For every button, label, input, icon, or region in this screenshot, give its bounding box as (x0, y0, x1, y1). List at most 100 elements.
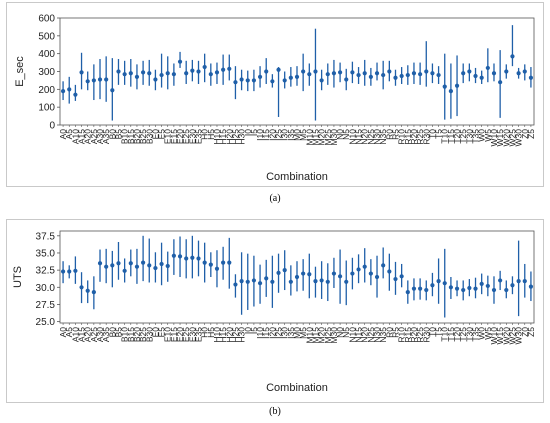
mean-point (430, 283, 435, 288)
x-tick-label: I15 (261, 327, 271, 339)
x-tick-label: A5 (64, 129, 74, 140)
x-tick-label: I30 (280, 327, 290, 339)
x-tick-label: M0 (292, 327, 302, 339)
interval-plot-a: 0100200300400500600E_secCombinationA0A5A… (14, 14, 536, 184)
x-tick-label: R0 (384, 129, 394, 140)
mean-point (399, 73, 404, 79)
x-tick-label: B0 (107, 129, 117, 140)
mean-point (227, 260, 232, 265)
x-tick-label: A30 (95, 129, 105, 144)
mean-point (448, 285, 453, 290)
x-tick-label: N25 (366, 129, 376, 145)
mean-point (436, 279, 441, 284)
mean-point (473, 73, 478, 79)
mean-point (381, 263, 386, 268)
mean-point (307, 72, 312, 77)
x-tick-label: H20 (224, 327, 234, 343)
x-tick-label: T10 (440, 327, 450, 342)
x-tick-label: B20 (132, 129, 142, 144)
x-tick-label: N20 (360, 327, 370, 343)
mean-point (233, 80, 238, 85)
x-tick-label: W30 (514, 327, 524, 345)
mean-point (325, 279, 330, 284)
x-tick-label: E10 (163, 129, 173, 144)
x-tick-label: A35 (101, 129, 111, 144)
mean-point (282, 268, 287, 273)
x-tick-label: N35 (378, 327, 388, 343)
x-tick-label: Z5 (526, 129, 536, 139)
x-tick-label: W25 (507, 327, 517, 345)
x-tick-label: E20 (175, 327, 185, 342)
mean-point (393, 75, 398, 80)
x-tick-label: H25 (230, 327, 240, 343)
mean-point (171, 72, 176, 77)
mean-point (165, 263, 170, 269)
mean-point (97, 77, 103, 82)
x-tick-label: M30 (329, 327, 339, 344)
x-tick-label: N30 (372, 129, 382, 145)
mean-point (528, 284, 534, 289)
mean-point (356, 267, 361, 272)
y-tick-label: 27.5 (36, 300, 56, 311)
x-tick-label: B30 (144, 327, 154, 342)
x-tick-label: E35 (194, 129, 204, 144)
x-tick-label: M10 (304, 327, 314, 344)
x-tick-label: E10 (163, 327, 173, 342)
x-tick-label: I30 (280, 129, 290, 141)
x-tick-label: R5 (390, 327, 400, 338)
x-tick-label: E25 (181, 129, 191, 144)
x-tick-label: B25 (138, 327, 148, 342)
y-tick-label: 32.5 (36, 266, 56, 277)
mean-point (454, 286, 460, 291)
y-tick-label: 400 (38, 49, 55, 60)
x-tick-label: Z5 (526, 327, 536, 337)
mean-point (202, 260, 207, 265)
x-tick-label: E15 (169, 327, 179, 342)
mean-point (251, 278, 257, 283)
mean-point (522, 69, 527, 74)
mean-point (430, 71, 435, 76)
y-tick-label: 35.0 (36, 248, 56, 259)
mean-point (424, 287, 429, 293)
x-tick-label: M20 (317, 129, 327, 146)
mean-point (504, 69, 509, 74)
x-tick-label: A35 (101, 327, 111, 342)
mean-point (257, 74, 263, 79)
mean-point (362, 264, 367, 269)
x-tick-label: B25 (138, 129, 148, 144)
y-tick-label: 200 (38, 85, 55, 96)
mean-point (387, 269, 392, 274)
mean-point (67, 269, 72, 274)
mean-point (73, 268, 78, 273)
x-tick-label: H20 (224, 129, 234, 145)
x-tick-label: H0 (200, 327, 210, 338)
mean-point (73, 92, 78, 97)
mean-point (473, 286, 478, 291)
mean-point (141, 70, 146, 75)
x-tick-label: H5 (206, 327, 216, 338)
x-tick-label: I5 (249, 129, 259, 136)
mean-point (239, 279, 244, 284)
x-tick-label: B0 (107, 327, 117, 338)
x-tick-label: M25 (323, 327, 333, 344)
mean-point (190, 68, 195, 73)
x-tick-label: H15 (218, 129, 228, 145)
mean-point (362, 71, 367, 76)
x-tick-label: R25 (415, 129, 425, 145)
mean-point (337, 274, 343, 279)
x-tick-label: W15 (495, 129, 505, 147)
x-tick-label: W10 (489, 327, 499, 345)
mean-point (165, 71, 170, 76)
x-tick-label: E25 (181, 327, 191, 342)
x-tick-label: R25 (415, 327, 425, 343)
x-tick-label: M0 (292, 129, 302, 141)
x-tick-label: W5 (483, 129, 493, 142)
y-tick-label: 300 (38, 67, 55, 78)
x-tick-label: T30 (464, 327, 474, 342)
x-tick-label: E30 (187, 327, 197, 342)
x-tick-label: A10 (70, 129, 80, 144)
mean-point (350, 271, 355, 276)
x-tick-label: A30 (95, 327, 105, 342)
mean-point (184, 71, 189, 76)
x-tick-label: R15 (403, 129, 413, 145)
